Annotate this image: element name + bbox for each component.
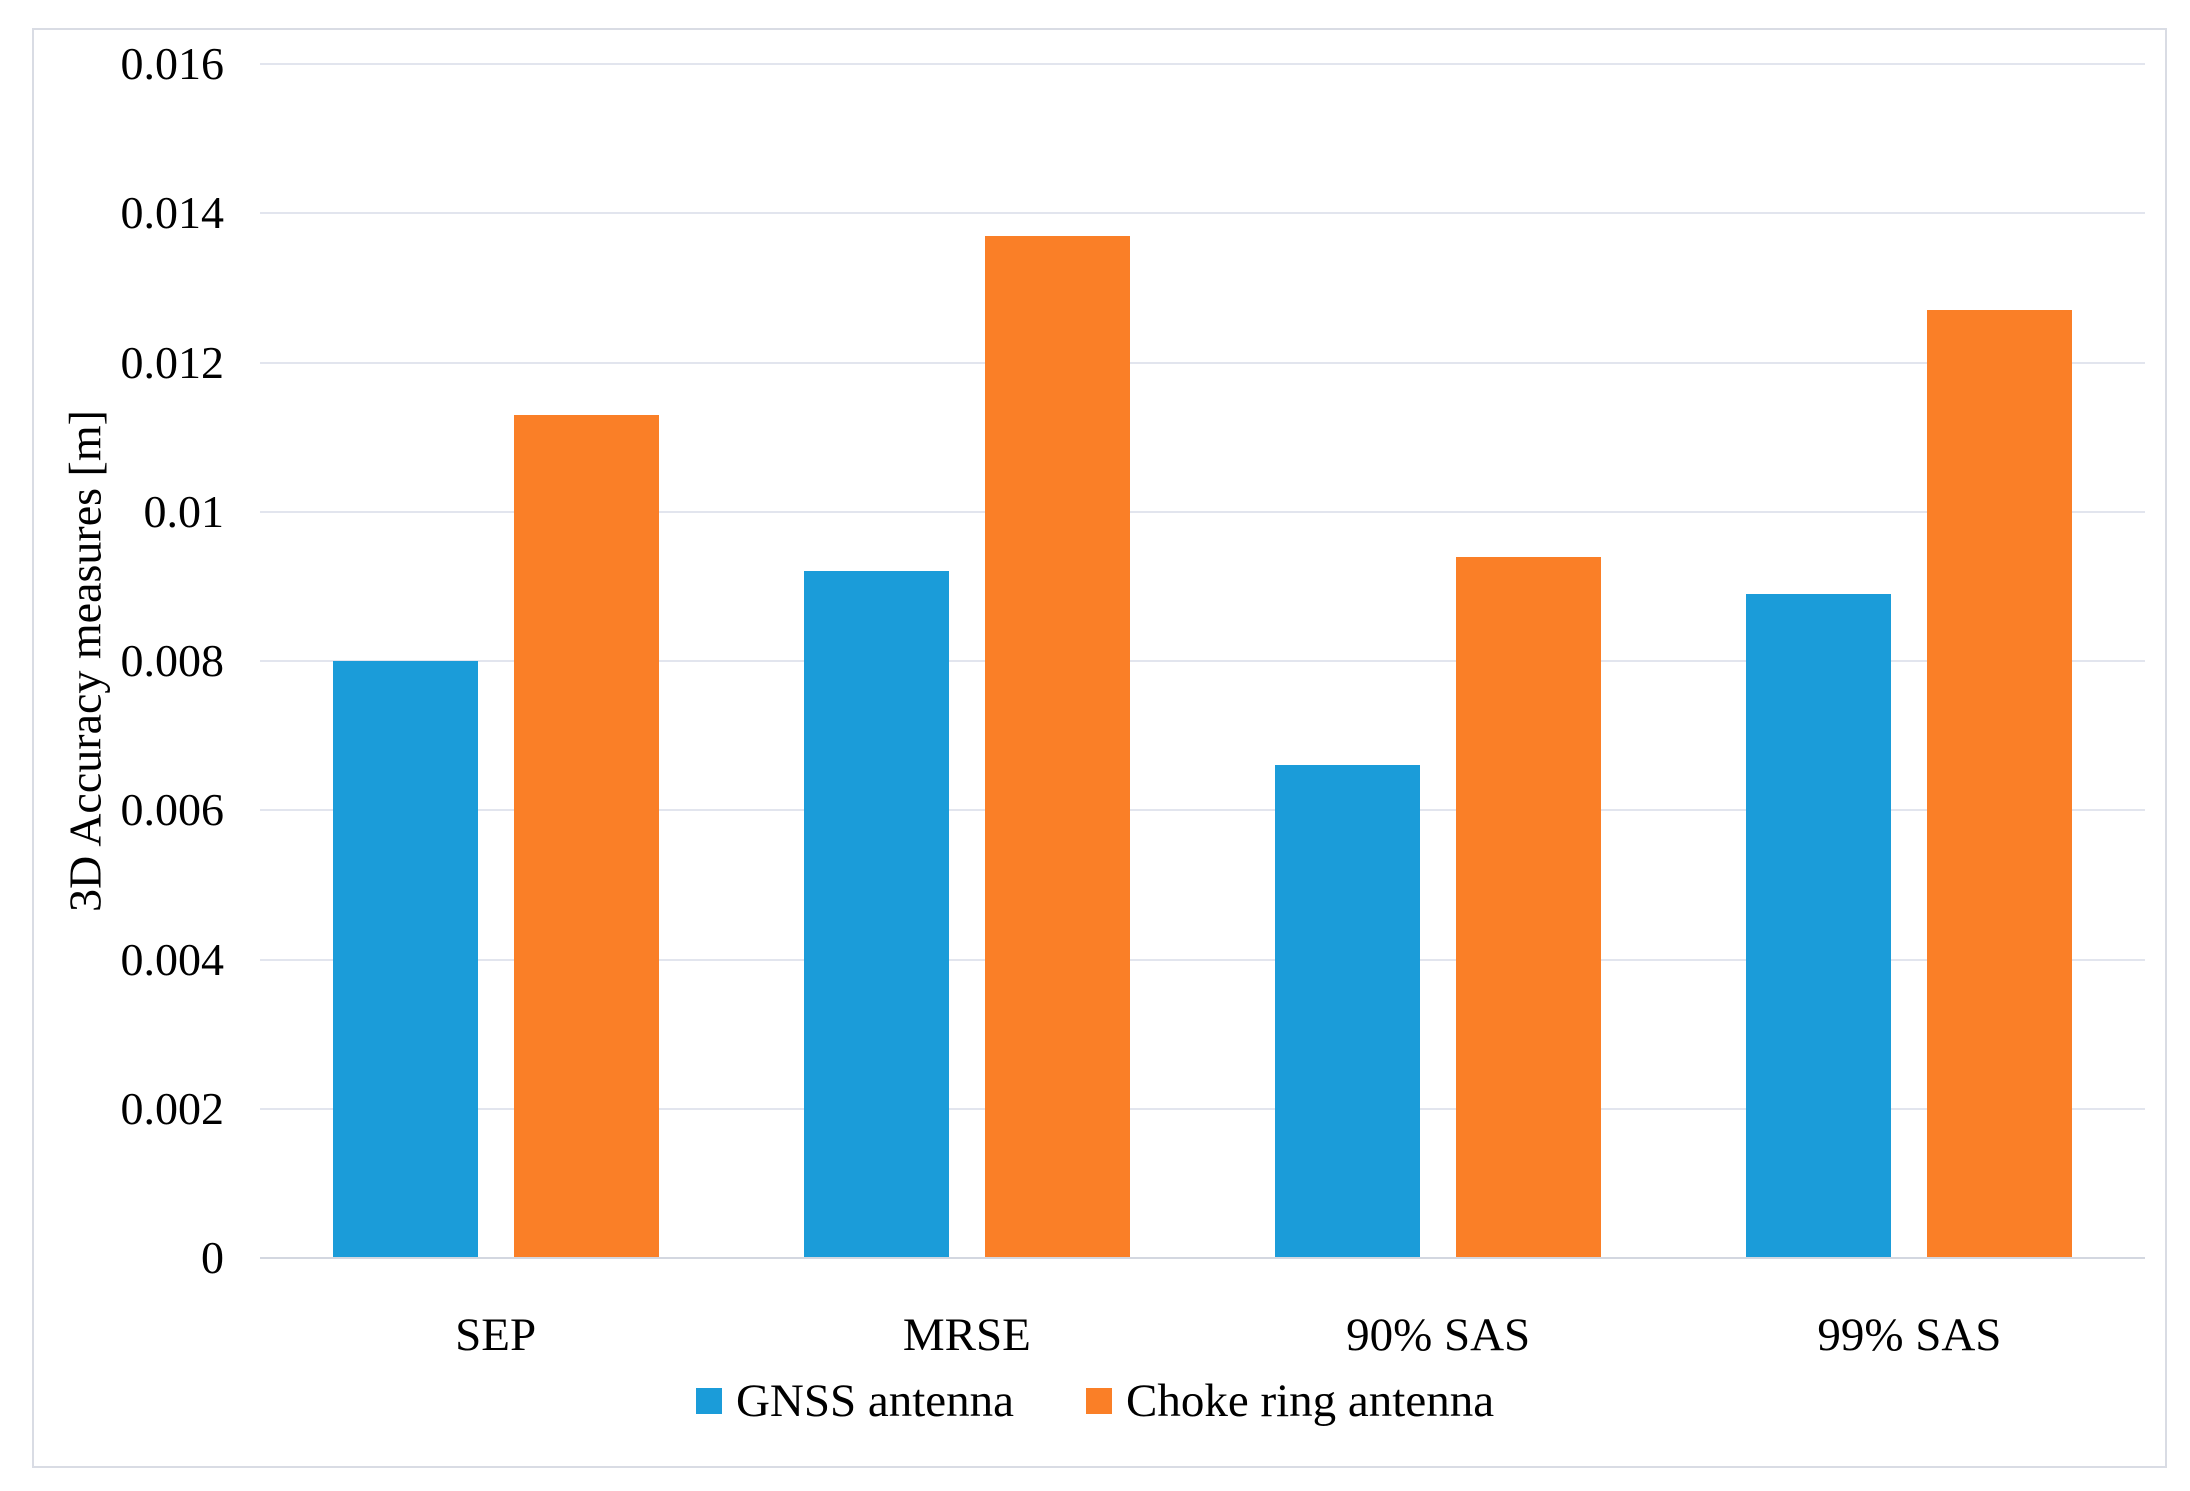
gridline-0-016 <box>260 63 2145 65</box>
y-tick-label-0-006: 0.006 <box>120 784 225 836</box>
gridline-0-002 <box>260 1107 2145 1110</box>
gridline-0-006 <box>260 809 2145 812</box>
legend-label-choke-ring-antenna: Choke ring antenna <box>1126 1375 1495 1427</box>
legend-swatch-gnss-antenna <box>695 1388 722 1414</box>
bar-choke-ring-antenna-mrse <box>984 235 1130 1258</box>
x-category-label-99-sas: 99% SAS <box>1817 1309 2002 1361</box>
bar-choke-ring-antenna-sep <box>513 414 659 1258</box>
y-tick-label-0-004: 0.004 <box>120 933 225 985</box>
legend-item-choke-ring-antenna: Choke ring antenna <box>1086 1374 1494 1428</box>
y-tick-label-0-01: 0.01 <box>143 485 225 537</box>
bar-choke-ring-antenna-99-sas <box>1927 310 2073 1258</box>
gridline-0-008 <box>260 660 2145 662</box>
gridline-0-004 <box>260 958 2145 961</box>
y-tick-label-0-002: 0.002 <box>120 1082 225 1134</box>
bar-gnss-antenna-sep <box>332 661 478 1258</box>
bar-gnss-antenna-90-sas <box>1275 765 1421 1258</box>
legend-label-gnss-antenna: GNSS antenna <box>735 1375 1014 1427</box>
y-tick-label-0-008: 0.008 <box>120 635 225 686</box>
y-tick-label-0-012: 0.012 <box>120 336 225 388</box>
gridline-0-012 <box>260 361 2145 364</box>
y-tick-label-0-016: 0.016 <box>120 38 225 89</box>
bar-gnss-antenna-mrse <box>803 571 949 1258</box>
x-category-label-90-sas: 90% SAS <box>1346 1309 1531 1361</box>
x-category-label-sep: SEP <box>455 1309 537 1361</box>
x-axis-line <box>260 1257 2145 1259</box>
legend-item-gnss-antenna: GNSS antenna <box>695 1374 1014 1428</box>
y-tick-label-0-014: 0.014 <box>120 187 225 239</box>
x-category-label-mrse: MRSE <box>902 1309 1031 1361</box>
gridline-0-014 <box>260 212 2145 215</box>
legend-swatch-choke-ring-antenna <box>1086 1388 1112 1414</box>
bar-gnss-antenna-99-sas <box>1746 593 1892 1258</box>
gridline-0-01 <box>260 510 2145 513</box>
bar-choke-ring-antenna-90-sas <box>1456 556 1602 1258</box>
legend: GNSS antenna Choke ring antenna <box>0 1374 2190 1428</box>
y-tick-label-0: 0 <box>201 1232 224 1283</box>
